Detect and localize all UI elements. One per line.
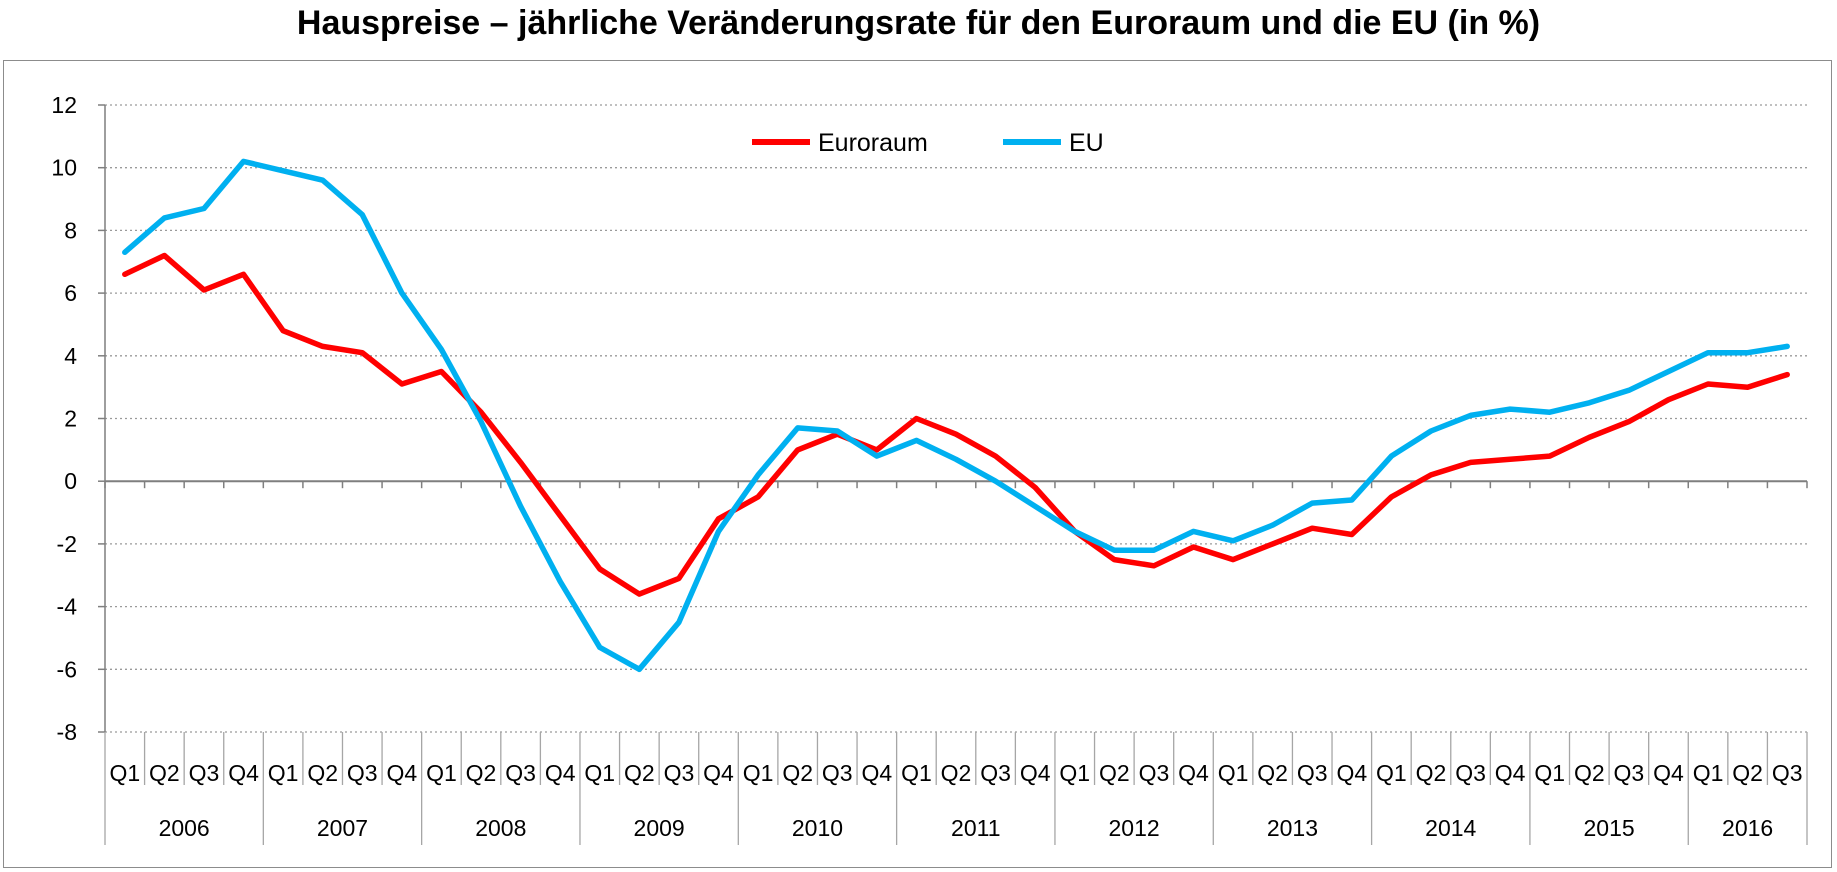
x-tick-label-quarter: Q4 (1653, 760, 1684, 786)
y-tick-labels: 12 10 8 6 4 2 0 -2 -4 -6 -8 (51, 92, 77, 745)
y-tick-label: 12 (51, 92, 77, 118)
x-tick-label-year: 2011 (951, 815, 1000, 841)
x-tick-label-quarter: Q3 (189, 760, 220, 786)
x-tick-label-quarter: Q2 (1099, 760, 1130, 786)
x-tick-label-quarter: Q1 (901, 760, 932, 786)
legend: Euroraum EU (752, 129, 1104, 157)
chart-title: Hauspreise – jährliche Veränderungsrate … (296, 4, 1541, 42)
x-tick-label-quarter: Q4 (545, 760, 576, 786)
y-tick-label: 4 (64, 343, 77, 369)
y-tick-label: -4 (57, 594, 78, 620)
chart-frame (3, 60, 1832, 868)
x-tick-label-quarter: Q1 (1534, 760, 1565, 786)
x-tick-label-year: 2008 (475, 815, 526, 841)
x-tick-label-quarter: Q2 (624, 760, 655, 786)
x-tick-label-quarter: Q2 (1574, 760, 1605, 786)
x-tick-label-quarter: Q4 (861, 760, 892, 786)
x-tick-label-quarter: Q2 (941, 760, 972, 786)
series-line-eu (122, 158, 1790, 673)
x-tick-label-quarter: Q3 (1297, 760, 1328, 786)
x-tick-label-quarter: Q2 (1257, 760, 1288, 786)
y-tick-label: -8 (57, 719, 77, 745)
gridlines (105, 104, 1807, 733)
legend-label-euroraum: Euroraum (818, 129, 928, 157)
x-tick-labels: Q1 Q2 Q3 Q4 Q1 Q2 Q3 Q4 Q1 Q2 Q3 Q4 Q1 Q2 Q3 Q4 Q1 Q2 Q3 Q4… (109, 760, 1802, 841)
x-tick-label-quarter: Q4 (228, 760, 259, 786)
x-tick-label-quarter: Q4 (1020, 760, 1051, 786)
x-tick-label-quarter: Q1 (584, 760, 615, 786)
x-tick-label-quarter: Q1 (426, 760, 457, 786)
x-tick-label-quarter: Q1 (268, 760, 299, 786)
x-tick-label-quarter: Q1 (1059, 760, 1090, 786)
x-tick-label-quarter: Q1 (1218, 760, 1249, 786)
x-tick-label-year: 2006 (159, 815, 210, 841)
x-tick-label-quarter: Q4 (1178, 760, 1209, 786)
x-tick-label-year: 2009 (634, 815, 685, 841)
x-tick-label-quarter: Q3 (1772, 760, 1803, 786)
x-tick-label-year: 2012 (1109, 815, 1160, 841)
y-tick-label: -2 (57, 531, 77, 557)
x-tick-label-quarter: Q4 (703, 760, 734, 786)
y-tick-label: 10 (51, 155, 77, 181)
x-tick-label-quarter: Q2 (1416, 760, 1447, 786)
series-lines (122, 158, 1790, 673)
x-tick-label-quarter: Q1 (109, 760, 140, 786)
x-tick-label-quarter: Q2 (149, 760, 180, 786)
x-tick-label-year: 2015 (1584, 815, 1635, 841)
legend-label-eu: EU (1069, 129, 1104, 157)
x-tick-label-quarter: Q4 (1495, 760, 1526, 786)
x-tick-label-quarter: Q3 (1139, 760, 1170, 786)
x-tick-label-quarter: Q3 (1455, 760, 1486, 786)
y-tick-label: 8 (64, 217, 77, 243)
x-tick-label-quarter: Q3 (664, 760, 695, 786)
x-tick-label-quarter: Q3 (822, 760, 853, 786)
y-tick-label: 2 (64, 406, 77, 432)
y-tick-label: 0 (64, 468, 77, 494)
x-tick-label-quarter: Q3 (347, 760, 378, 786)
x-tick-label-year: 2007 (317, 815, 368, 841)
x-tick-label-quarter: Q4 (1336, 760, 1367, 786)
x-tick-label-year: 2013 (1267, 815, 1318, 841)
x-tick-label-quarter: Q1 (1693, 760, 1724, 786)
x-tick-label-quarter: Q3 (980, 760, 1011, 786)
y-tick-label: 6 (64, 280, 77, 306)
y-tick-label: -6 (57, 656, 77, 682)
x-tick-label-quarter: Q3 (505, 760, 536, 786)
series-line-euroraum (122, 252, 1790, 597)
x-tick-label-quarter: Q2 (1732, 760, 1763, 786)
x-tick-label-quarter: Q2 (307, 760, 338, 786)
x-tick-label-quarter: Q1 (743, 760, 774, 786)
x-tick-label-year: 2014 (1425, 815, 1476, 841)
x-tick-label-quarter: Q2 (782, 760, 813, 786)
x-tick-label-quarter: Q2 (466, 760, 497, 786)
x-tick-label-quarter: Q4 (387, 760, 418, 786)
x-tick-label-year: 2010 (792, 815, 843, 841)
x-tick-label-quarter: Q1 (1376, 760, 1407, 786)
x-tick-label-quarter: Q3 (1614, 760, 1645, 786)
x-tick-label-year: 2016 (1722, 815, 1773, 841)
axes (98, 104, 1808, 845)
